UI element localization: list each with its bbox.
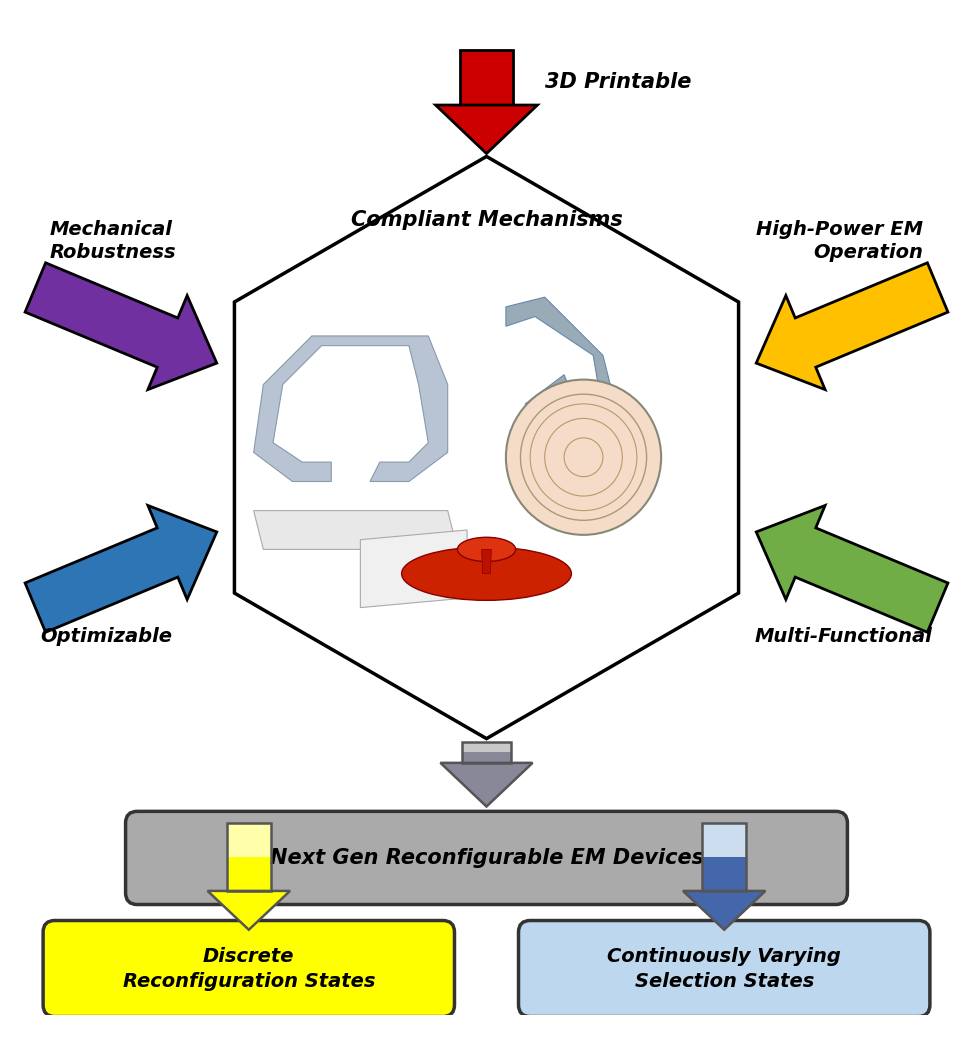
Text: Multi-Functional: Multi-Functional [755, 628, 933, 646]
Polygon shape [360, 530, 467, 607]
Polygon shape [703, 856, 746, 890]
FancyBboxPatch shape [43, 920, 454, 1017]
FancyBboxPatch shape [126, 811, 847, 904]
Polygon shape [436, 105, 537, 154]
Polygon shape [227, 823, 270, 856]
Polygon shape [462, 753, 511, 763]
Polygon shape [254, 511, 457, 549]
Ellipse shape [402, 547, 571, 600]
Polygon shape [506, 297, 623, 481]
Text: 3D Printable: 3D Printable [545, 72, 691, 92]
Polygon shape [25, 506, 217, 632]
Polygon shape [482, 549, 491, 573]
Text: Compliant Mechanisms: Compliant Mechanisms [350, 211, 623, 230]
Circle shape [506, 379, 661, 535]
Polygon shape [683, 890, 766, 930]
Polygon shape [756, 263, 948, 390]
Text: Continuously Varying
Selection States: Continuously Varying Selection States [607, 947, 841, 990]
Polygon shape [234, 157, 739, 739]
Text: Discrete
Reconfiguration States: Discrete Reconfiguration States [123, 947, 375, 990]
Polygon shape [254, 336, 448, 481]
Ellipse shape [457, 537, 516, 562]
Polygon shape [462, 742, 511, 753]
FancyBboxPatch shape [519, 920, 930, 1017]
Polygon shape [441, 763, 532, 807]
Polygon shape [756, 506, 948, 632]
Polygon shape [25, 263, 217, 390]
Polygon shape [227, 856, 270, 890]
Polygon shape [703, 823, 746, 856]
Polygon shape [460, 50, 513, 105]
Text: Mechanical
Robustness: Mechanical Robustness [50, 219, 176, 262]
Text: Optimizable: Optimizable [40, 628, 172, 646]
Text: High-Power EM
Operation: High-Power EM Operation [756, 219, 923, 262]
Polygon shape [207, 890, 290, 930]
Text: Next Gen Reconfigurable EM Devices: Next Gen Reconfigurable EM Devices [270, 848, 703, 868]
